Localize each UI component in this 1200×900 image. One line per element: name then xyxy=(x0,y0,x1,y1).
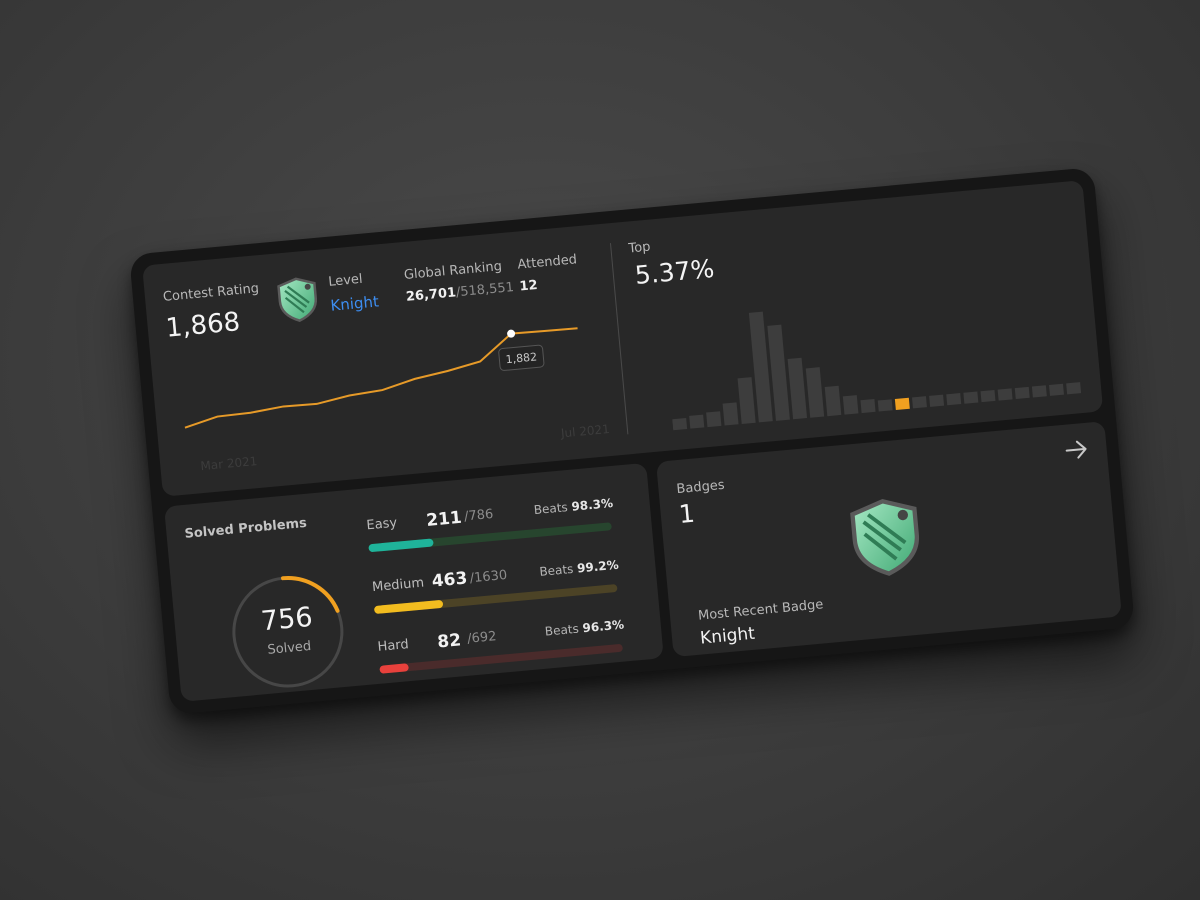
tooltip-value: 1,882 xyxy=(505,350,538,366)
distribution-bar[interactable] xyxy=(912,396,927,409)
top-label: Top xyxy=(627,239,652,257)
distribution-bar[interactable] xyxy=(722,402,739,426)
distribution-bar[interactable] xyxy=(1049,383,1064,396)
distribution-bar[interactable] xyxy=(842,395,859,415)
easy-total: /786 xyxy=(463,506,494,525)
hard-bar-fill xyxy=(379,663,409,674)
distribution-bar[interactable] xyxy=(689,414,705,429)
recent-badge-label: Most Recent Badge xyxy=(697,597,824,624)
medium-beats: Beats 99.2% xyxy=(539,558,619,579)
easy-bar-track xyxy=(368,522,613,553)
contest-rating-label: Contest Rating xyxy=(162,281,260,305)
medium-beats-label: Beats xyxy=(538,561,574,579)
rating-point[interactable] xyxy=(507,329,516,338)
attended-value: 12 xyxy=(518,277,539,295)
solved-problems-panel: Solved Problems 756 Solved Easy 211 /786… xyxy=(164,462,664,702)
distribution-bar[interactable] xyxy=(767,324,790,421)
medium-total: /1630 xyxy=(469,567,508,587)
distribution-bar[interactable] xyxy=(997,388,1013,401)
rating-distribution-chart xyxy=(672,311,1082,431)
distribution-bar[interactable] xyxy=(929,394,945,407)
distribution-bar[interactable] xyxy=(1014,386,1030,400)
top-percentage: 5.37% xyxy=(633,253,716,290)
ring-progress xyxy=(231,575,344,688)
hard-count: 82 xyxy=(436,630,462,653)
hard-total: /692 xyxy=(466,629,498,647)
distribution-bar[interactable] xyxy=(787,357,808,420)
recent-badge-value: Knight xyxy=(699,623,756,649)
distribution-bar[interactable] xyxy=(1066,382,1082,395)
global-ranking-label: Global Ranking xyxy=(403,259,503,283)
axis-end-label: Jul 2021 xyxy=(560,422,611,441)
hard-label: Hard xyxy=(376,637,410,655)
rating-line-chart: 1,882 xyxy=(184,327,578,429)
distribution-bar[interactable] xyxy=(1031,385,1047,398)
distribution-bar[interactable] xyxy=(824,385,842,417)
rating-tooltip: 1,882 xyxy=(498,344,545,371)
easy-count: 211 xyxy=(425,507,463,531)
easy-beats: Beats 98.3% xyxy=(533,496,613,517)
hard-bar-track xyxy=(379,643,624,674)
hard-beats-label: Beats xyxy=(544,621,580,639)
distribution-bar[interactable] xyxy=(706,411,722,428)
solved-ring xyxy=(231,575,344,688)
badges-panel: Badges 1 Most Recent Badge Knight xyxy=(655,421,1122,658)
arrow-right-icon[interactable] xyxy=(1061,435,1091,465)
distribution-bar[interactable] xyxy=(860,399,876,414)
axis-start-label: Mar 2021 xyxy=(199,454,258,474)
level-value[interactable]: Knight xyxy=(329,292,380,315)
medium-label: Medium xyxy=(371,575,425,596)
knight-badge-large-icon[interactable] xyxy=(844,492,927,583)
global-ranking-value: 26,701/518,551 xyxy=(405,280,514,305)
distribution-bar[interactable] xyxy=(963,391,979,404)
medium-bar-fill xyxy=(373,599,444,615)
easy-beats-label: Beats xyxy=(533,500,569,518)
easy-bar-fill xyxy=(368,538,435,553)
ranking-number: 26,701 xyxy=(405,285,457,305)
ranking-total: /518,551 xyxy=(455,280,515,301)
level-label: Level xyxy=(327,271,364,290)
easy-beats-value: 98.3% xyxy=(570,496,614,514)
hard-beats-value: 96.3% xyxy=(581,617,625,636)
medium-beats-value: 99.2% xyxy=(576,557,620,576)
distribution-bar[interactable] xyxy=(980,389,996,403)
attended-label: Attended xyxy=(516,252,578,273)
medium-count: 463 xyxy=(431,568,469,592)
contest-panel: Contest Rating 1,868 Level Knight Global… xyxy=(142,180,1104,497)
hard-beats: Beats 96.3% xyxy=(544,618,624,639)
distribution-bar[interactable] xyxy=(737,377,756,424)
distribution-bar[interactable] xyxy=(805,367,825,418)
rating-line xyxy=(184,327,578,429)
knight-badge-icon xyxy=(277,277,318,322)
easy-label: Easy xyxy=(365,515,398,534)
distribution-bar-current[interactable] xyxy=(894,397,910,410)
distribution-bar[interactable] xyxy=(748,311,773,423)
distribution-bar[interactable] xyxy=(946,393,962,406)
distribution-bar[interactable] xyxy=(672,417,688,431)
solved-title: Solved Problems xyxy=(183,515,308,542)
distribution-bar[interactable] xyxy=(877,399,893,412)
profile-card: Contest Rating 1,868 Level Knight Global… xyxy=(129,167,1135,715)
badges-label: Badges xyxy=(675,477,726,498)
badges-count: 1 xyxy=(677,498,697,529)
